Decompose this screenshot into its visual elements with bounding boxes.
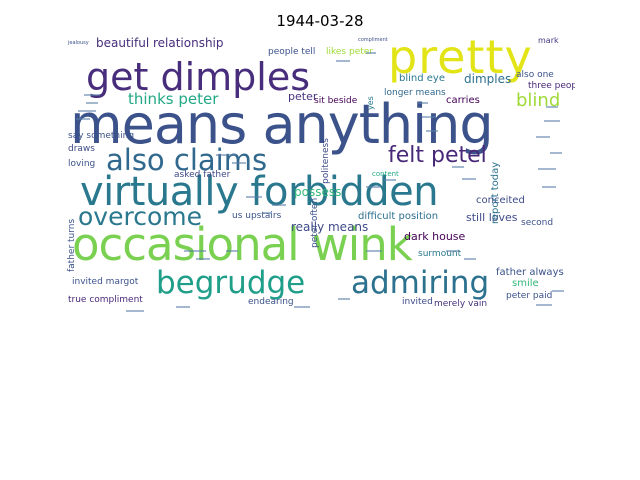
word-admiring: admiring xyxy=(351,265,490,301)
word-conceited: conceited xyxy=(476,195,525,206)
word-sit-beside: sit beside xyxy=(314,96,358,106)
word-us-upstairs: us upstairs xyxy=(232,211,282,221)
word-asked-father: asked father xyxy=(174,170,231,180)
word-merely-vain: merely vain xyxy=(434,299,488,309)
word-likes-peter: likes peter xyxy=(326,47,373,57)
word-invited-margot: invited margot xyxy=(72,277,139,287)
word-second: second xyxy=(521,218,554,228)
word-mark: mark xyxy=(538,36,559,45)
word-carries: carries xyxy=(446,95,480,106)
word-peter-often: peter often xyxy=(310,197,320,248)
word-peter-sm: peter xyxy=(288,90,318,103)
word-surmount: surmount xyxy=(418,249,462,259)
word-occasional-wink: occasional wink xyxy=(72,218,413,271)
word-overcome: overcome xyxy=(78,202,202,231)
word-get-dimples: get dimples xyxy=(86,55,311,99)
word-also-claims: also claims xyxy=(106,143,268,177)
word-virtually-forbidden: virtually forbidden xyxy=(80,169,439,215)
word-yes: yes xyxy=(366,96,375,110)
word-three-people: three people xyxy=(528,81,575,91)
word-possess: possess xyxy=(294,185,342,199)
word-dark-house: dark house xyxy=(404,230,466,243)
word-thinks-peter: thinks peter xyxy=(128,90,219,108)
word-say-something: say something xyxy=(68,131,135,141)
word-invited: invited xyxy=(402,297,433,307)
word-difficult-position: difficult position xyxy=(358,211,439,222)
word-loving: loving xyxy=(68,159,96,169)
word-draws: draws xyxy=(68,144,95,154)
word-pretty: pretty xyxy=(388,36,533,84)
word-smile: smile xyxy=(512,278,539,289)
word-really-means: really means xyxy=(291,220,369,234)
chart-title: 1944-03-28 xyxy=(276,12,364,30)
word-endearing: endearing xyxy=(248,297,294,307)
word-dimples: dimples xyxy=(464,72,512,86)
word-father-always: father always xyxy=(496,267,564,278)
word-also-one: also one xyxy=(516,70,554,80)
word-true-compliment: true compliment xyxy=(68,295,143,305)
word-report-today: report today xyxy=(490,161,501,224)
word-beautiful-relationship: beautiful relationship xyxy=(96,36,224,50)
word-longer-means: longer means xyxy=(384,88,446,98)
word-means-anything: means anything xyxy=(70,93,494,156)
word-begrudge: begrudge xyxy=(156,265,306,301)
word-blind-eye: blind eye xyxy=(399,73,445,84)
word-content: content xyxy=(372,170,399,178)
word-jealousy: jealousy xyxy=(68,40,89,46)
word-father-turns: father turns xyxy=(67,218,77,272)
word-peter-paid: peter paid xyxy=(506,291,553,301)
word-people-tell: people tell xyxy=(268,47,316,57)
word-still-loves: still loves xyxy=(466,211,518,224)
word-blind: blind xyxy=(516,90,561,111)
word-politeness: politeness xyxy=(321,138,331,184)
word-cloud: means anything occasional wink virtually… xyxy=(66,36,575,319)
word-felt-petel: felt petel xyxy=(388,143,487,168)
word-compliment: compliment xyxy=(358,37,388,43)
